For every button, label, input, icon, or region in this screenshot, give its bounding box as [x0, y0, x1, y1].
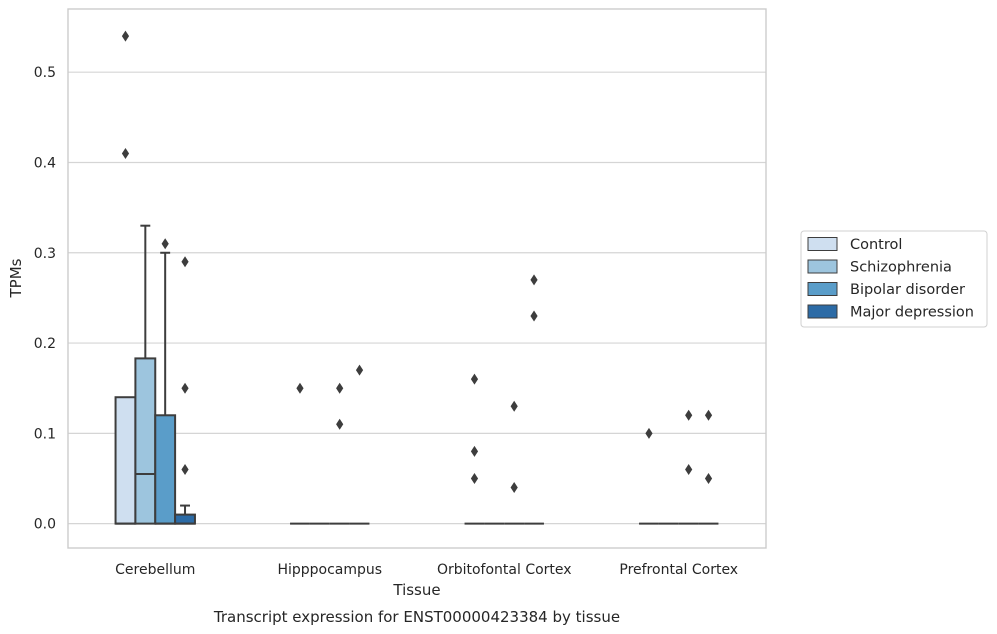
y-axis-title: TPMs: [7, 258, 25, 298]
x-axis-title: Tissue: [392, 581, 440, 599]
plot-area: [68, 9, 766, 548]
legend-label: Bipolar disorder: [850, 282, 965, 298]
legend-label: Major depression: [850, 305, 974, 321]
x-tick-label: Prefrontal Cortex: [619, 562, 738, 578]
y-tick-label: 0.3: [34, 246, 56, 262]
legend: Control Schizophrenia Bipolar disorder Majo…: [800, 230, 988, 328]
outlier-point: [181, 256, 189, 268]
outlier-point: [470, 472, 479, 484]
x-tick-label: Orbitofontal Cortex: [437, 562, 572, 578]
box-body: [114, 396, 137, 525]
legend-label: Control: [850, 237, 902, 253]
legend-swatch: [807, 259, 838, 274]
y-tick-labels: 0.0 0.1 0.2 0.3 0.4 0.5: [34, 65, 56, 532]
box-major-depression: [174, 504, 196, 525]
outlier-point: [296, 382, 304, 394]
box-body: [154, 414, 177, 525]
y-tick-label: 0.5: [34, 65, 56, 81]
outliers: [121, 30, 713, 494]
outlier-point: [530, 310, 538, 322]
outlier-point: [704, 409, 713, 421]
legend-swatch: [807, 282, 838, 296]
x-tick-labels: Cerebellum Hipppocampus Orbitofontal Corte…: [115, 562, 738, 578]
outlier-point: [121, 147, 130, 159]
outlier-point: [685, 409, 693, 421]
y-tick-label: 0.0: [34, 517, 56, 533]
legend-frame: [800, 230, 988, 328]
x-tick-label: Hipppocampus: [277, 562, 382, 578]
outlier-point: [704, 472, 713, 484]
chart-caption: Transcript expression for ENST0000042338…: [213, 608, 620, 626]
y-tick-label: 0.4: [34, 155, 56, 171]
y-tick-label: 0.1: [34, 426, 56, 442]
outlier-point: [121, 30, 130, 42]
outlier-point: [181, 463, 189, 475]
outlier-point: [510, 482, 518, 494]
outlier-point: [181, 382, 189, 394]
plot-frame: [67, 8, 767, 549]
legend-swatch: [807, 237, 838, 251]
box-bipolar-disorder: [154, 251, 177, 525]
outlier-point: [161, 238, 169, 250]
legend-swatch: [807, 304, 838, 319]
x-tick-label: Cerebellum: [115, 562, 195, 578]
outlier-point: [530, 274, 538, 286]
box-body: [174, 513, 196, 525]
boxes: [114, 224, 719, 525]
outlier-point: [355, 364, 364, 376]
outlier-point: [510, 400, 518, 412]
outlier-point: [470, 445, 479, 457]
outlier-point: [645, 427, 653, 439]
outlier-point: [336, 382, 344, 394]
y-tick-label: 0.2: [34, 336, 56, 352]
outlier-point: [470, 373, 479, 385]
legend-label: Schizophrenia: [850, 260, 952, 276]
box-control: [114, 396, 137, 525]
outlier-point: [685, 463, 693, 475]
outlier-point: [336, 418, 344, 430]
box-body: [134, 357, 157, 525]
